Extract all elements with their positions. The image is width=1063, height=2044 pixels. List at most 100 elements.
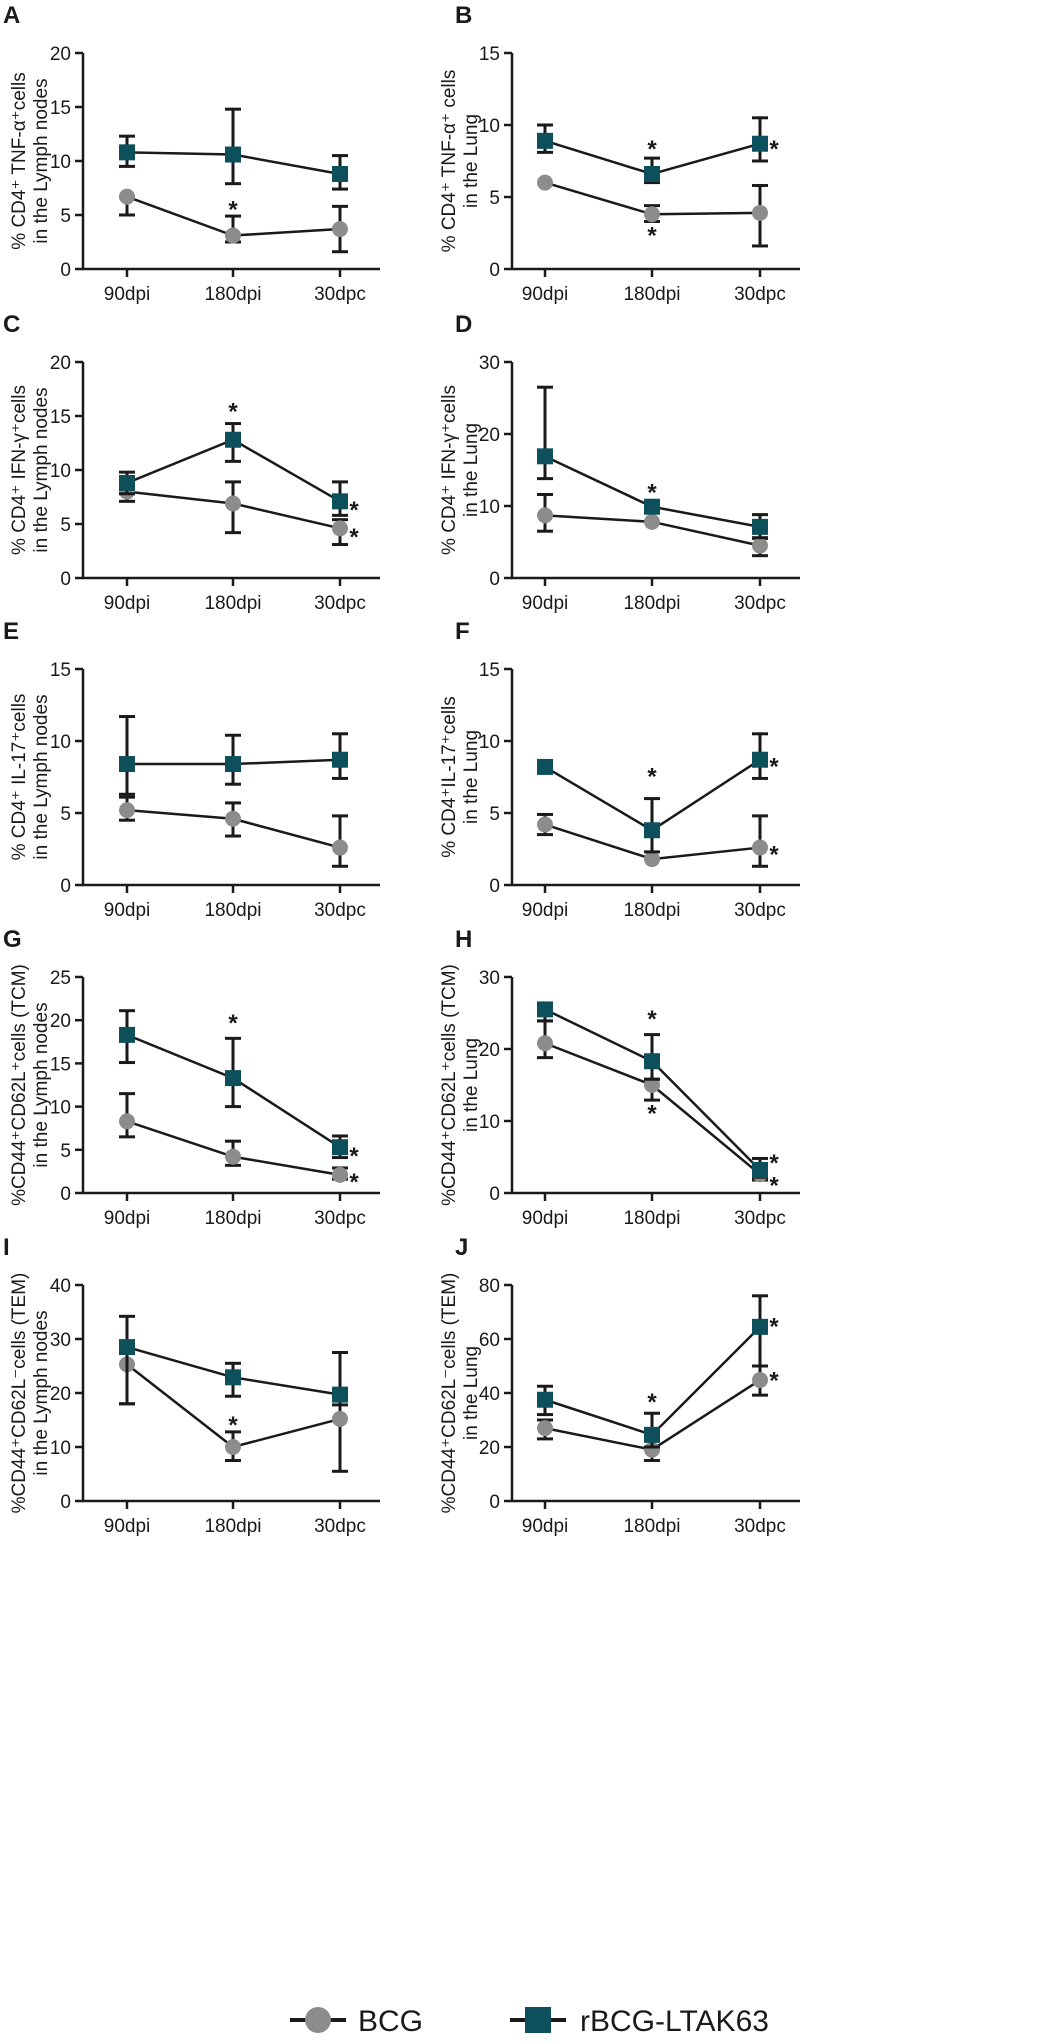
data-point-e-bcg-1 (119, 802, 135, 819)
significance-mark-b-3: * (769, 136, 779, 163)
series-d-rbcg-ltak63 (537, 385, 768, 540)
panel-j: J 0 20 40 60 80 90dpi 180dpi 30dpc %CD44⁺CD62L⁻ce… (439, 1234, 800, 1537)
series-f-rbcg-ltak63 (537, 732, 768, 854)
significance-mark-h-4: * (769, 1172, 779, 1199)
significance-mark-c-3: * (349, 524, 359, 551)
series-c-bcg (119, 480, 348, 547)
panel-letter-c: C (3, 311, 20, 338)
x-tick-label-c-90dpi: 90dpi (104, 593, 151, 614)
y-axis-label-line-e-1: % CD4⁺ IL-17⁺cells (9, 694, 30, 861)
data-point-f-rbcg-ltak63-2 (644, 822, 660, 839)
data-point-d-bcg-1 (537, 507, 553, 524)
panel-letter-j: J (455, 1234, 468, 1261)
y-axis-label-line-e-2: in the Lymph nodes (31, 694, 52, 859)
y-tick-label-i-10: 10 (50, 1438, 71, 1459)
x-tick-label-j-180dpi: 180dpi (623, 1516, 680, 1537)
data-point-i-rbcg-ltak63-3 (332, 1386, 348, 1403)
x-tick-label-i-90dpi: 90dpi (104, 1516, 151, 1537)
x-tick-label-h-90dpi: 90dpi (522, 1208, 569, 1229)
y-tick-label-e-10: 10 (50, 732, 71, 753)
legend-marker-rbcg (525, 2007, 551, 2033)
data-point-h-rbcg-ltak63-3 (752, 1161, 768, 1178)
significance-mark-f-2: * (769, 753, 779, 780)
panel-letter-e: E (3, 618, 19, 645)
y-axis-label-line-g-2: in the Lymph nodes (31, 1002, 52, 1167)
y-tick-label-f-5: 5 (489, 804, 500, 825)
y-tick-label-h-0: 0 (489, 1184, 500, 1205)
y-tick-label-j-60: 60 (479, 1330, 500, 1351)
panel-letter-f: F (455, 618, 470, 645)
legend: BCG rBCG-LTAK63 (290, 2005, 769, 2038)
y-axis-label-line-h-2: in the Lung (461, 1038, 482, 1132)
y-tick-label-j-80: 80 (479, 1276, 500, 1297)
y-axis-label-a: % CD4⁺ TNF-α⁺cellsin the Lymph nodes (9, 72, 52, 249)
series-a-bcg (119, 188, 348, 254)
panel-i: I 0 10 20 30 40 90dpi 180dpi 30dpc %CD44⁺CD62L⁻ce… (3, 1234, 380, 1537)
y-tick-label-c-20: 20 (50, 353, 71, 374)
data-point-b-bcg-3 (752, 204, 768, 221)
x-tick-label-e-30dpc: 30dpc (314, 900, 366, 921)
data-point-a-bcg-3 (332, 221, 348, 238)
data-point-e-rbcg-ltak63-3 (332, 751, 348, 768)
data-point-f-rbcg-ltak63-3 (752, 751, 768, 768)
significance-mark-c-2: * (349, 497, 359, 524)
panel-b: B 0 5 10 15 90dpi 180dpi 30dpc % CD4⁺ TNF-α⁺ cel… (439, 2, 800, 305)
y-axis-label-line-j-2: in the Lung (461, 1346, 482, 1440)
panel-f: F 0 5 10 15 90dpi 180dpi 30dpc % CD4⁺IL-17⁺cells… (439, 618, 800, 921)
significance-mark-f-3: * (769, 841, 779, 868)
y-tick-label-h-10: 10 (479, 1112, 500, 1133)
significance-mark-f-1: * (647, 764, 657, 791)
y-tick-label-c-5: 5 (60, 515, 71, 536)
significance-mark-b-2: * (647, 222, 657, 249)
significance-mark-b-1: * (647, 136, 657, 163)
y-axis-label-g: %CD44⁺CD62L⁺cells (TCM)in the Lymph node… (9, 964, 52, 1206)
y-axis-label-line-h-1: %CD44⁺CD62L⁺cells (TCM) (439, 964, 460, 1206)
y-tick-label-f-10: 10 (479, 732, 500, 753)
y-axis-label-line-a-2: in the Lymph nodes (31, 78, 52, 243)
significance-mark-a-1: * (228, 197, 238, 224)
y-tick-label-d-20: 20 (479, 425, 500, 446)
y-tick-label-c-0: 0 (60, 569, 71, 590)
significance-mark-h-1: * (647, 1006, 657, 1033)
panel-letter-b: B (455, 2, 472, 29)
data-point-b-rbcg-ltak63-1 (537, 132, 553, 149)
y-axis-label-line-f-1: % CD4⁺IL-17⁺cells (439, 696, 460, 858)
data-point-d-bcg-2 (644, 513, 660, 530)
series-b-rbcg-ltak63 (537, 116, 768, 185)
x-tick-label-e-180dpi: 180dpi (204, 900, 261, 921)
x-tick-label-g-90dpi: 90dpi (104, 1208, 151, 1229)
data-point-e-rbcg-ltak63-1 (119, 756, 135, 773)
panel-c: C 0 5 10 15 20 90dpi 180dpi 30dpc % CD4⁺ IFN-γ⁺ce… (3, 311, 380, 614)
significance-mark-g-3: * (349, 1169, 359, 1196)
data-point-c-rbcg-ltak63-1 (119, 474, 135, 491)
data-point-i-bcg-3 (332, 1410, 348, 1427)
data-point-e-bcg-3 (332, 839, 348, 856)
y-axis-label-line-g-1: %CD44⁺CD62L⁺cells (TCM) (9, 964, 30, 1206)
data-point-i-bcg-2 (225, 1439, 241, 1455)
data-point-i-rbcg-ltak63-1 (119, 1339, 135, 1356)
panel-letter-a: A (3, 2, 20, 29)
data-point-a-bcg-1 (119, 188, 135, 205)
legend-item-rbcg: rBCG-LTAK63 (510, 2005, 769, 2038)
y-tick-label-e-15: 15 (50, 660, 71, 681)
y-tick-label-g-25: 25 (50, 968, 71, 989)
y-tick-label-i-30: 30 (50, 1330, 71, 1351)
x-tick-label-j-30dpc: 30dpc (734, 1516, 786, 1537)
y-axis-label-line-d-1: % CD4⁺ IFN-γ⁺cells (439, 385, 460, 555)
x-tick-label-a-90dpi: 90dpi (104, 284, 151, 305)
x-tick-label-h-30dpc: 30dpc (734, 1208, 786, 1229)
y-tick-label-d-10: 10 (479, 497, 500, 518)
y-tick-label-a-15: 15 (50, 98, 71, 119)
x-tick-label-b-180dpi: 180dpi (623, 284, 680, 305)
data-point-j-rbcg-ltak63-3 (752, 1318, 768, 1335)
data-point-c-bcg-3 (332, 520, 348, 537)
y-axis-label-i: %CD44⁺CD62L⁻cells (TEM)in the Lymph node… (9, 1273, 52, 1514)
y-tick-label-g-20: 20 (50, 1011, 71, 1032)
data-point-b-bcg-2 (644, 206, 660, 223)
x-tick-label-h-180dpi: 180dpi (623, 1208, 680, 1229)
panel-letter-h: H (455, 926, 472, 953)
data-point-c-rbcg-ltak63-3 (332, 493, 348, 510)
series-i-rbcg-ltak63 (119, 1314, 348, 1407)
legend-label-bcg: BCG (358, 2005, 423, 2038)
data-point-a-rbcg-ltak63-1 (119, 144, 135, 161)
